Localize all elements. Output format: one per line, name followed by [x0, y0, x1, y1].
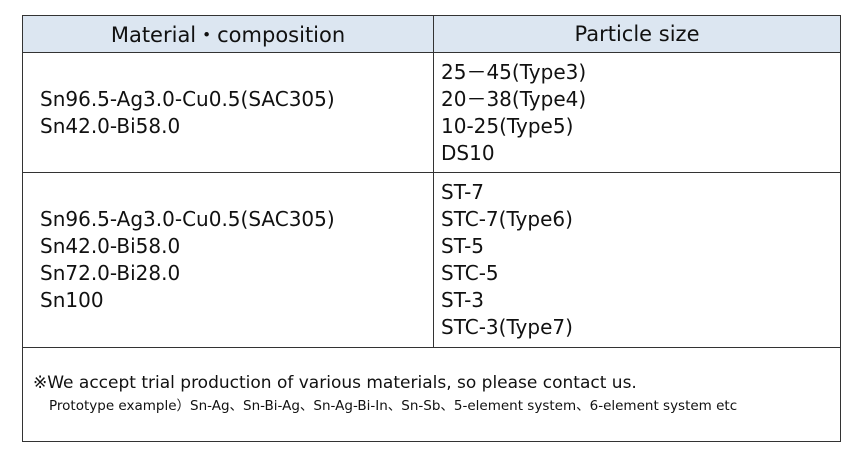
- row-divider: [23, 172, 840, 173]
- note-line: Prototype example）Sn-Ag、Sn-Bi-Ag、Sn-Ag-B…: [49, 398, 738, 414]
- cell-line: Sn100: [40, 288, 104, 312]
- cell-line: Sn96.5-Ag3.0-Cu0.5(SAC305): [40, 207, 335, 231]
- row-divider: [23, 347, 840, 348]
- cell-line: Sn42.0-Bi58.0: [40, 113, 181, 138]
- header-cell: Particle size: [433, 16, 840, 53]
- cell-line: 25－45(Type3): [441, 59, 587, 84]
- table-cell: Sn96.5-Ag3.0-Cu0.5(SAC305) Sn42.0-Bi58.0: [40, 53, 430, 172]
- note: ※We accept trial production of various m…: [23, 348, 840, 441]
- cell-line: ST-3: [441, 288, 485, 312]
- note-line: ※We accept trial production of various m…: [33, 373, 637, 393]
- cell-line: 10-25(Type5): [441, 113, 574, 138]
- cell-line: STC-3(Type7): [441, 315, 573, 339]
- cell-line: ST-5: [441, 234, 485, 258]
- cell-line: STC-5: [441, 261, 499, 285]
- table-cell: ST-7 STC-7(Type6) ST-5 STC-5 ST-3 STC-3(Type7…: [441, 173, 836, 347]
- table: Material・composition Particle size Sn96.…: [22, 15, 841, 442]
- cell-line: ST-7: [441, 180, 485, 204]
- cell-line: 20－38(Type4): [441, 86, 587, 111]
- table-cell: Sn96.5-Ag3.0-Cu0.5(SAC305) Sn42.0-Bi58.0 S…: [40, 173, 430, 347]
- cell-line: Sn42.0-Bi58.0: [40, 234, 181, 258]
- cell-line: Sn72.0-Bi28.0: [40, 261, 181, 285]
- column-divider: [433, 16, 434, 348]
- cell-line: STC-7(Type6): [441, 207, 573, 231]
- cell-line: DS10: [441, 140, 495, 165]
- cell-line: Sn96.5-Ag3.0-Cu0.5(SAC305): [40, 86, 335, 111]
- header-cell: Material・composition: [23, 16, 433, 53]
- table-cell: 25－45(Type3) 20－38(Type4) 10-25(Type5) DS10: [441, 53, 836, 172]
